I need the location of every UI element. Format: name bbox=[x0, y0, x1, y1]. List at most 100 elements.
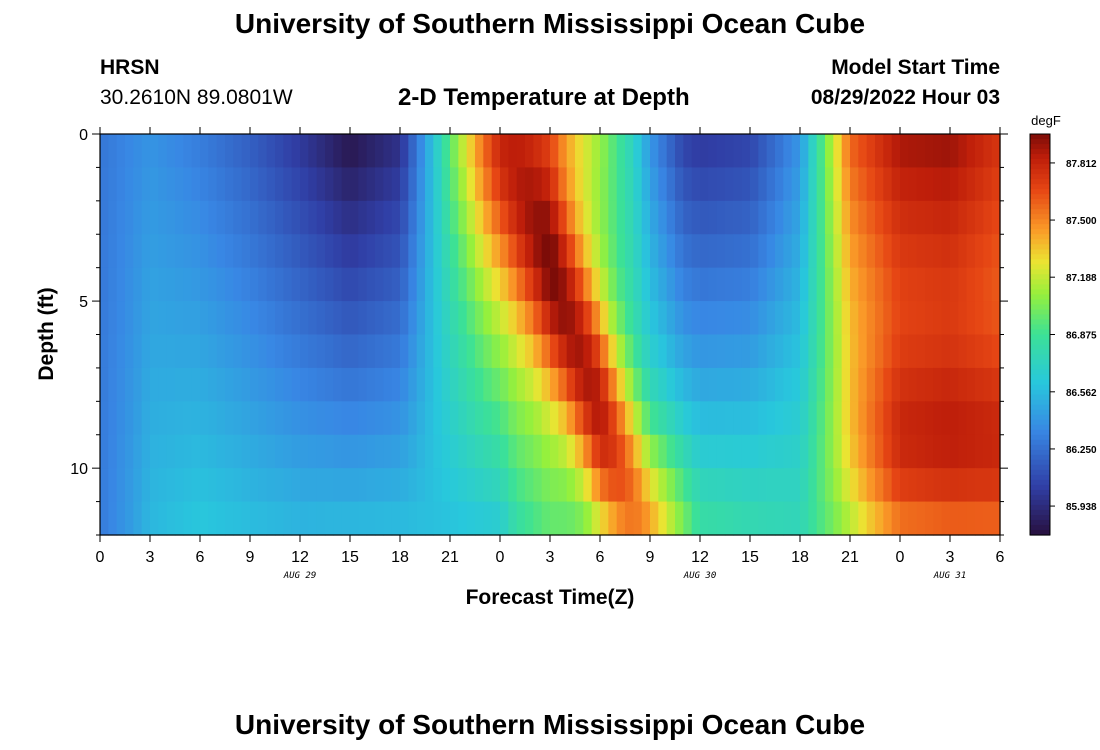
colorbar-segment bbox=[1030, 454, 1050, 461]
heatmap-cell bbox=[725, 301, 734, 336]
heatmap-cell bbox=[441, 200, 451, 235]
heatmap-cell bbox=[816, 301, 826, 336]
heatmap-cell bbox=[583, 134, 593, 169]
heatmap-cell bbox=[366, 134, 376, 169]
x-tick-label: 6 bbox=[996, 549, 1005, 566]
heatmap-cell bbox=[775, 200, 784, 235]
heatmap-cell bbox=[483, 401, 493, 436]
heatmap-cell bbox=[875, 501, 884, 536]
colorbar-segment bbox=[1030, 289, 1050, 295]
heatmap-cell bbox=[608, 267, 618, 302]
colorbar-segment bbox=[1030, 264, 1050, 270]
heatmap-cell bbox=[333, 434, 343, 469]
x-tick-label: 12 bbox=[291, 549, 309, 566]
heatmap-cell bbox=[375, 134, 384, 169]
heatmap-cell bbox=[400, 301, 409, 336]
heatmap-cell bbox=[500, 334, 509, 369]
heatmap-cell bbox=[116, 401, 126, 436]
heatmap-cell bbox=[416, 434, 426, 469]
date-label: AUG 31 bbox=[933, 571, 967, 581]
heatmap-cell bbox=[266, 234, 276, 269]
heatmap-cell bbox=[658, 301, 668, 336]
colorbar-segment bbox=[1030, 459, 1050, 466]
heatmap-cell bbox=[550, 501, 559, 536]
heatmap-cell bbox=[641, 234, 651, 269]
colorbar-segment bbox=[1030, 354, 1050, 361]
heatmap-cell bbox=[375, 301, 384, 336]
heatmap-cell bbox=[175, 167, 184, 202]
heatmap-cell bbox=[950, 134, 959, 169]
heatmap-cell bbox=[150, 434, 159, 469]
heatmap-cell bbox=[858, 267, 868, 302]
heatmap-cell bbox=[816, 501, 826, 536]
heatmap-cell bbox=[116, 134, 126, 169]
heatmap-cell bbox=[658, 234, 668, 269]
heatmap-cell bbox=[275, 200, 284, 235]
heatmap-cell bbox=[200, 301, 209, 336]
colorbar-segment bbox=[1030, 214, 1050, 220]
heatmap-cell bbox=[566, 234, 576, 269]
heatmap-cell bbox=[358, 267, 368, 302]
heatmap-cell bbox=[783, 301, 793, 336]
heatmap-cell bbox=[341, 367, 351, 402]
heatmap-cell bbox=[933, 367, 943, 402]
heatmap-cell bbox=[200, 200, 209, 235]
colorbar-segment bbox=[1030, 324, 1050, 331]
heatmap-cell bbox=[825, 334, 834, 369]
heatmap-cell bbox=[633, 301, 643, 336]
heatmap-cell bbox=[433, 267, 443, 302]
heatmap-cell bbox=[483, 468, 493, 503]
heatmap-cell bbox=[733, 200, 743, 235]
heatmap-cell bbox=[316, 200, 326, 235]
heatmap-cell bbox=[175, 434, 184, 469]
heatmap-cell bbox=[591, 167, 601, 202]
y-axis-ticks: 0 5 10 bbox=[70, 127, 1008, 536]
heatmap-cell bbox=[650, 434, 659, 469]
heatmap-cell bbox=[916, 267, 926, 302]
heatmap-cell bbox=[616, 434, 626, 469]
heatmap-cell bbox=[125, 401, 134, 436]
heatmap-cell bbox=[216, 334, 226, 369]
heatmap-cell bbox=[350, 434, 359, 469]
colorbar-segment bbox=[1030, 369, 1050, 376]
heatmap-cell bbox=[350, 167, 359, 202]
heatmap-cell bbox=[841, 267, 851, 302]
heatmap-cell bbox=[950, 367, 959, 402]
heatmap-cell bbox=[300, 434, 309, 469]
heatmap-cell bbox=[908, 434, 918, 469]
heatmap-cell bbox=[750, 200, 759, 235]
heatmap-cell bbox=[258, 200, 268, 235]
colorbar-segment bbox=[1030, 404, 1050, 411]
heatmap-cell bbox=[191, 167, 201, 202]
heatmap-cell bbox=[941, 434, 951, 469]
heatmap-cell bbox=[458, 200, 468, 235]
heatmap-cell bbox=[891, 200, 901, 235]
heatmap-cell bbox=[458, 401, 468, 436]
heatmap-cell bbox=[950, 200, 959, 235]
heatmap-cell bbox=[216, 501, 226, 536]
heatmap-cell bbox=[333, 367, 343, 402]
heatmap-cell bbox=[508, 167, 518, 202]
heatmap-cell bbox=[925, 501, 934, 536]
heatmap-cell bbox=[408, 501, 418, 536]
heatmap-cell bbox=[758, 468, 768, 503]
heatmap-cell bbox=[925, 134, 934, 169]
heatmap-cell bbox=[991, 267, 1001, 302]
heatmap-cell bbox=[958, 501, 968, 536]
heatmap-cell bbox=[400, 134, 409, 169]
heatmap-cell bbox=[758, 501, 768, 536]
heatmap-cell bbox=[166, 468, 176, 503]
heatmap-cell bbox=[975, 301, 984, 336]
heatmap-cell bbox=[991, 434, 1001, 469]
heatmap-cell bbox=[850, 501, 859, 536]
heatmap-cell bbox=[541, 367, 551, 402]
heatmap-cell bbox=[250, 468, 259, 503]
heatmap-cell bbox=[308, 167, 318, 202]
heatmap-cell bbox=[308, 434, 318, 469]
heatmap-cell bbox=[983, 434, 993, 469]
heatmap-cell bbox=[533, 200, 543, 235]
heatmap-cell bbox=[450, 434, 459, 469]
date-label: AUG 29 bbox=[283, 571, 317, 581]
heatmap-cell bbox=[450, 334, 459, 369]
heatmap-cell bbox=[841, 434, 851, 469]
